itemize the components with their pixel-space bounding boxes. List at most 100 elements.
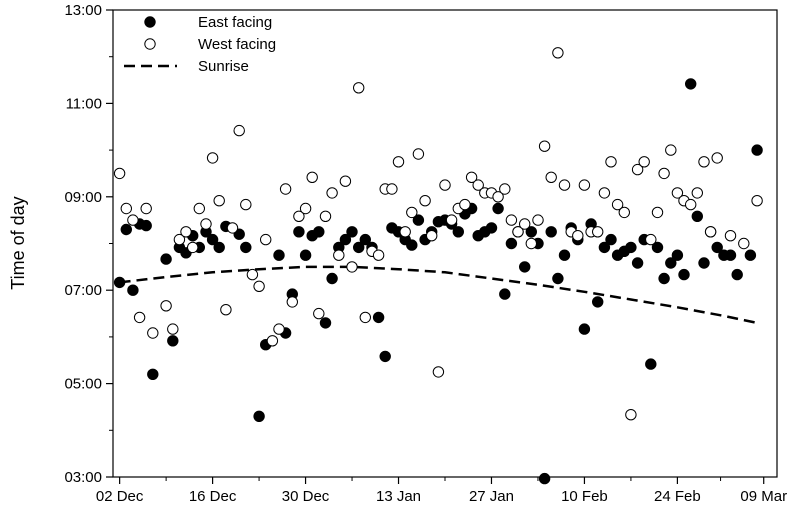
y-tick-label: 11:00	[66, 95, 102, 112]
legend-label: Sunrise	[198, 58, 249, 75]
west-facing-point	[299, 202, 312, 215]
west-facing-point	[671, 187, 684, 199]
east-facing-point	[140, 219, 152, 232]
west-facing-point	[173, 233, 186, 246]
x-tick-label: 24 Feb	[654, 488, 701, 505]
west-facing-point	[505, 214, 518, 226]
east-facing-point	[698, 257, 710, 269]
west-facing-point	[193, 202, 206, 215]
legend: East facing West facing Sunrise	[124, 14, 276, 75]
west-facing-point	[499, 183, 511, 195]
west-facing-point	[711, 152, 723, 164]
west-facing-point	[651, 206, 664, 219]
west-facing-point	[226, 222, 239, 234]
west-facing-point	[333, 249, 345, 261]
x-tick-label: 30 Dec	[282, 488, 330, 505]
west-facing-point	[691, 187, 703, 199]
east-facing-point	[147, 368, 159, 380]
west-facing-point	[113, 167, 126, 180]
east-facing-point	[519, 261, 531, 273]
west-facing-point	[412, 148, 425, 160]
y-axis-title: Time of day	[8, 196, 28, 289]
west-facing-point	[246, 268, 259, 281]
east-facing-point	[578, 323, 591, 335]
east-facing-point	[319, 317, 332, 329]
east-facing-point	[685, 78, 697, 90]
west-facing-point	[738, 237, 750, 250]
x-tick-label: 27 Jan	[469, 488, 514, 505]
legend-label: East facing	[198, 14, 272, 31]
east-facing-point	[678, 268, 690, 281]
west-facing-point	[592, 226, 604, 238]
west-facing-point	[359, 311, 371, 324]
west-facing-point	[206, 152, 219, 164]
west-facing-point	[532, 214, 544, 226]
east-facing-point	[545, 226, 557, 238]
west-facing-point	[260, 233, 272, 246]
east-facing-point	[326, 272, 338, 285]
west-facing-point	[545, 171, 557, 184]
west-facing-point	[273, 323, 285, 335]
west-facing-point	[399, 226, 411, 238]
east-facing-point	[671, 249, 684, 261]
west-facing-point	[685, 198, 697, 211]
east-facing-point	[293, 226, 305, 238]
west-facing-point	[704, 226, 717, 238]
west-facing-point	[147, 327, 159, 339]
west-facing-point	[306, 171, 318, 184]
west-facing-point	[459, 198, 471, 211]
east-facing-point	[339, 233, 352, 246]
west-facing-point	[240, 198, 252, 211]
west-facing-point	[127, 214, 139, 226]
east-facing-point	[598, 241, 611, 254]
west-facing-point	[213, 195, 225, 207]
east-facing-point	[127, 284, 139, 296]
west-facing-point	[538, 140, 551, 152]
west-facing-point	[140, 202, 152, 215]
west-facing-point	[605, 156, 617, 168]
east-facing-point	[658, 272, 670, 285]
west-facing-point	[233, 124, 245, 137]
east-facing-point	[240, 241, 252, 254]
west-facing-point	[665, 144, 677, 156]
east-facing-point	[525, 226, 537, 238]
west-facing-point	[638, 156, 650, 168]
east-facing-point	[120, 223, 133, 236]
west-facing-point	[698, 156, 710, 168]
east-facing-point	[731, 268, 743, 281]
east-facing-point	[625, 241, 637, 254]
west-facing-point	[133, 311, 146, 324]
west-facing-point	[658, 167, 670, 180]
east-facing-point	[744, 249, 757, 261]
sunrise-line	[119, 265, 758, 325]
east-facing-point	[485, 222, 498, 234]
west-facing-point	[346, 261, 358, 273]
west-facing-point	[419, 195, 431, 207]
east-facing-point	[492, 202, 504, 215]
west-facing-point	[286, 296, 298, 308]
west-facing-point	[611, 198, 624, 211]
east-facing-point	[346, 226, 358, 238]
west-facing-point	[432, 366, 445, 378]
east-facing-point	[206, 233, 219, 246]
east-facing-point	[412, 214, 425, 226]
west-facing-point	[645, 233, 657, 246]
west-facing-point	[266, 335, 279, 347]
east-facing-point	[160, 253, 172, 265]
east-facing-point	[665, 257, 677, 269]
east-facing-point	[552, 272, 564, 285]
west-facing-point	[512, 226, 524, 238]
x-tick-label: 10 Feb	[561, 488, 608, 505]
east-facing-point	[213, 241, 225, 254]
east-facing-point	[751, 144, 763, 156]
y-tick-label: 03:00	[64, 469, 102, 486]
east-facing-point	[711, 241, 723, 254]
west-facing-point	[160, 300, 172, 312]
x-tick-label: 02 Dec	[96, 488, 144, 505]
west-facing-point	[552, 47, 564, 59]
east-facing-point	[651, 241, 664, 254]
y-tick-label: 07:00	[64, 282, 102, 299]
west-facing-point	[313, 307, 325, 320]
west-facing-point	[472, 179, 484, 191]
west-facing-point	[187, 241, 199, 254]
